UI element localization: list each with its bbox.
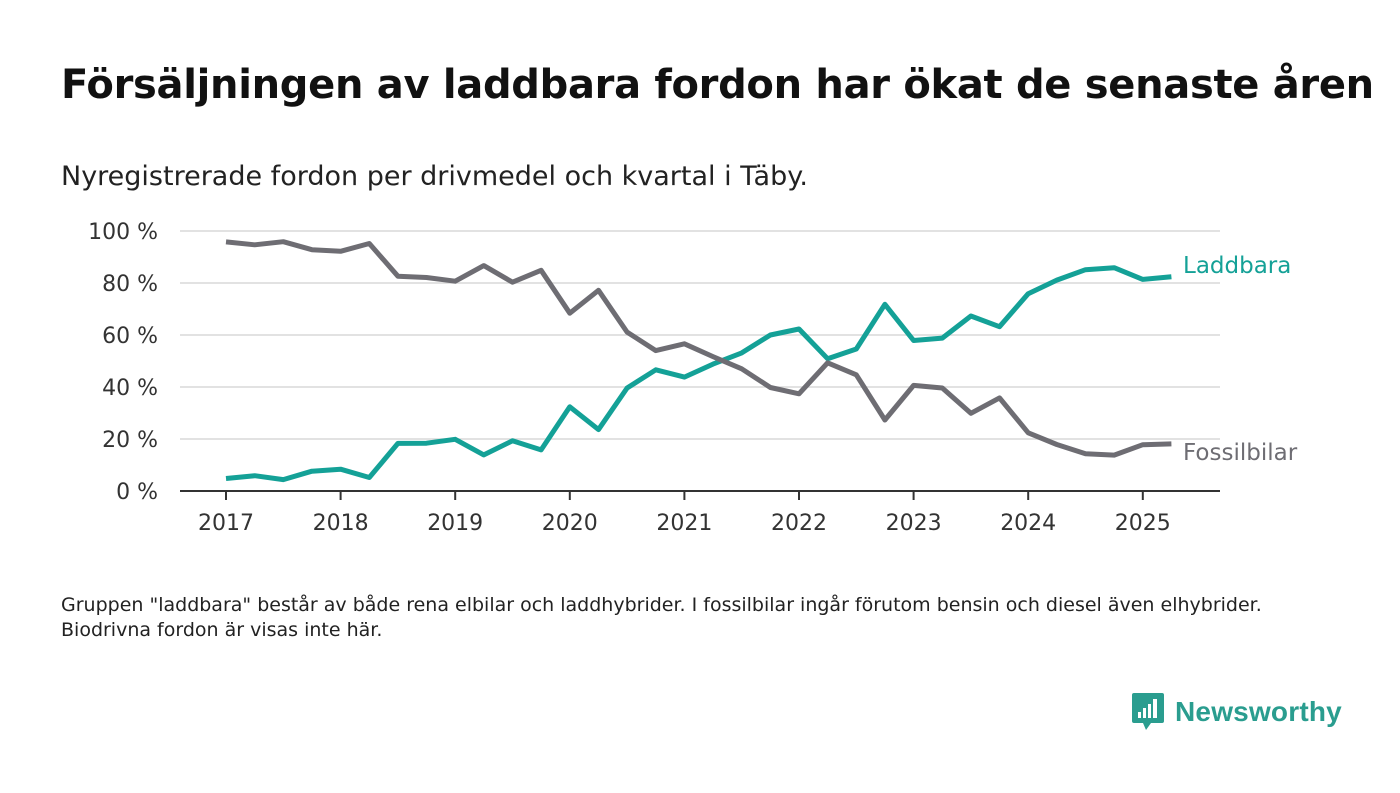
y-tick-label: 100 % — [88, 220, 158, 245]
x-tick-label: 2024 — [1000, 511, 1056, 536]
bar-chart-bubble-icon — [1132, 693, 1164, 730]
x-tick-label: 2019 — [427, 511, 483, 536]
y-axis-ticks: 0 % 20 % 40 % 60 % 80 % 100 % — [88, 220, 158, 505]
y-tick-label: 0 % — [116, 480, 158, 505]
y-tick-label: 20 % — [102, 428, 158, 453]
x-tick-label: 2022 — [771, 511, 827, 536]
x-tick-label: 2021 — [656, 511, 712, 536]
series-labels: Laddbara Fossilbilar — [1183, 253, 1298, 466]
y-tick-label: 80 % — [102, 272, 158, 297]
x-axis: 2017 2018 2019 2020 2021 2022 2023 2024 2025 — [180, 490, 1220, 536]
newsworthy-logo[interactable]: Newsworthy — [1131, 690, 1342, 734]
y-tick-label: 60 % — [102, 324, 158, 349]
chart-subtitle: Nyregistrerade fordon per drivmedel och … — [61, 161, 808, 192]
y-tick-label: 40 % — [102, 376, 158, 401]
x-tick-label: 2018 — [313, 511, 369, 536]
chart-title: Försäljningen av laddbara fordon har öka… — [61, 62, 1374, 108]
gridlines — [180, 230, 1220, 440]
series-label-fossilbilar: Fossilbilar — [1183, 440, 1298, 466]
x-tick-label: 2017 — [198, 511, 254, 536]
x-tick-label: 2020 — [542, 511, 598, 536]
series-line-fossilbilar — [225, 239, 1172, 458]
series-line-laddbara — [225, 265, 1172, 483]
logo-text: Newsworthy — [1175, 696, 1342, 727]
x-tick-label: 2025 — [1115, 511, 1171, 536]
x-tick-label: 2023 — [886, 511, 942, 536]
series-lines — [225, 239, 1172, 483]
series-label-laddbara: Laddbara — [1183, 253, 1291, 279]
footnote: Gruppen "laddbara" består av både rena e… — [61, 594, 1262, 641]
line-chart: 0 % 20 % 40 % 60 % 80 % 100 % 2017 2018 2019 202… — [88, 220, 1298, 536]
